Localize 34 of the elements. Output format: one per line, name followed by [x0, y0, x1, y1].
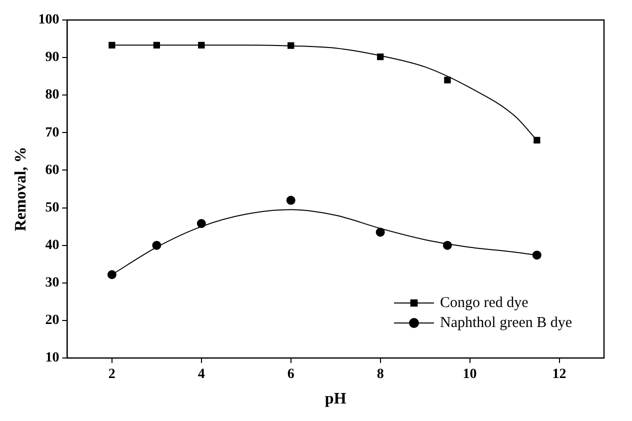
point: [442, 240, 452, 250]
x-tick-label: 12: [552, 367, 566, 382]
x-axis-title: pH: [324, 390, 347, 408]
point: [198, 42, 205, 48]
point: [376, 228, 385, 237]
y-tick-label: 50: [45, 200, 60, 216]
point: [532, 250, 542, 260]
y-tick-label: 10: [45, 350, 60, 366]
x-tick-label: 2: [108, 367, 116, 382]
point: [152, 240, 162, 250]
y-tick-label: 60: [45, 162, 60, 178]
point: [196, 219, 206, 228]
x-tick-label: 10: [462, 367, 477, 382]
y-tick-label: 40: [45, 238, 60, 253]
legend-label: Congo red dye: [440, 294, 529, 311]
x-tick-label: 8: [376, 367, 384, 382]
point: [444, 76, 451, 84]
y-tick-label: 100: [38, 12, 60, 28]
x-tick-label: 4: [198, 367, 205, 382]
y-tick-label: 70: [45, 125, 60, 140]
y-tick-label: 30: [45, 276, 60, 290]
point: [286, 196, 296, 205]
legend-label: Naphthol green B dye: [440, 314, 572, 331]
point: [107, 270, 116, 280]
point: [108, 42, 116, 48]
y-tick-label: 80: [45, 88, 60, 103]
x-tick-label: 6: [287, 367, 294, 382]
point: [377, 53, 384, 60]
point: [153, 42, 160, 48]
y-tick-label: 90: [45, 50, 60, 66]
y-axis-title: Removal, %: [12, 146, 30, 232]
point: [288, 42, 294, 49]
point: [534, 136, 540, 144]
y-tick-label: 20: [45, 313, 60, 328]
